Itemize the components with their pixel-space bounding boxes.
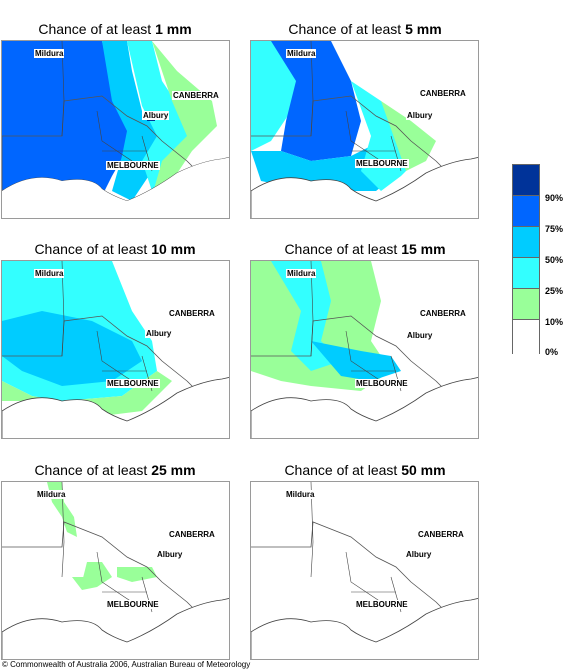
- legend-swatch-25: [513, 258, 539, 289]
- legend-label-10: 10%: [545, 317, 564, 327]
- title-value: 1 mm: [155, 21, 192, 37]
- city-label-albury: Albury: [405, 550, 433, 559]
- legend-swatch-75: [513, 196, 539, 227]
- legend-swatch-90: [513, 165, 539, 196]
- city-label-melbourne: MELBOURNE: [106, 379, 160, 388]
- map-svg: [2, 482, 229, 659]
- map-panel-15mm: Mildura CANBERRA Albury MELBOURNE: [250, 260, 479, 439]
- legend-swatch-10: [513, 289, 539, 320]
- legend-label-50: 50%: [545, 255, 564, 265]
- title-prefix: Chance of at least: [34, 462, 152, 478]
- map-panel-5mm: Mildura CANBERRA Albury MELBOURNE: [250, 40, 479, 219]
- legend-label-90: 90%: [545, 193, 564, 203]
- city-label-mildura: Mildura: [34, 49, 65, 58]
- copyright-footer: © Commonwealth of Australia 2006, Austra…: [2, 660, 251, 669]
- map-svg: [251, 41, 478, 218]
- legend-color-bar: [512, 164, 540, 355]
- map-svg: [2, 41, 229, 218]
- city-label-albury: Albury: [142, 111, 170, 120]
- city-label-mildura: Mildura: [36, 490, 67, 499]
- legend-label-25: 25%: [545, 286, 564, 296]
- legend-swatch-0: [513, 320, 539, 355]
- panel-title-50mm: Chance of at least 50 mm: [250, 462, 480, 478]
- legend-swatch-50: [513, 227, 539, 258]
- panel-title-1mm: Chance of at least 1 mm: [0, 21, 230, 37]
- legend-label-75: 75%: [545, 224, 564, 234]
- title-prefix: Chance of at least: [288, 21, 406, 37]
- title-prefix: Chance of at least: [38, 21, 156, 37]
- title-value: 15 mm: [401, 241, 446, 257]
- map-panel-25mm: Mildura CANBERRA Albury MELBOURNE: [1, 481, 230, 660]
- title-value: 10 mm: [151, 241, 196, 257]
- city-label-albury: Albury: [406, 331, 434, 340]
- panel-title-5mm: Chance of at least 5 mm: [250, 21, 480, 37]
- panel-title-25mm: Chance of at least 25 mm: [0, 462, 230, 478]
- panel-title-10mm: Chance of at least 10 mm: [0, 241, 230, 257]
- city-label-melbourne: MELBOURNE: [355, 379, 409, 388]
- city-label-canberra: CANBERRA: [172, 91, 220, 100]
- map-svg: [251, 261, 478, 438]
- city-label-mildura: Mildura: [34, 269, 65, 278]
- city-label-canberra: CANBERRA: [168, 309, 216, 318]
- city-label-canberra: CANBERRA: [419, 309, 467, 318]
- map-svg: [251, 482, 478, 659]
- city-label-melbourne: MELBOURNE: [106, 161, 160, 170]
- city-label-mildura: Mildura: [286, 269, 317, 278]
- city-label-mildura: Mildura: [286, 49, 317, 58]
- title-value: 5 mm: [405, 21, 442, 37]
- title-prefix: Chance of at least: [34, 241, 152, 257]
- city-label-melbourne: MELBOURNE: [355, 159, 409, 168]
- city-label-albury: Albury: [156, 550, 184, 559]
- legend-label-0: 0%: [545, 347, 559, 357]
- city-label-canberra: CANBERRA: [419, 89, 467, 98]
- title-prefix: Chance of at least: [284, 241, 402, 257]
- map-svg: [2, 261, 229, 438]
- title-value: 25 mm: [151, 462, 196, 478]
- city-label-melbourne: MELBOURNE: [355, 600, 409, 609]
- title-prefix: Chance of at least: [284, 462, 402, 478]
- title-value: 50 mm: [401, 462, 446, 478]
- panel-title-15mm: Chance of at least 15 mm: [250, 241, 480, 257]
- city-label-mildura: Mildura: [285, 490, 316, 499]
- map-panel-1mm: Mildura CANBERRA Albury MELBOURNE: [1, 40, 230, 219]
- city-label-melbourne: MELBOURNE: [106, 600, 160, 609]
- map-panel-10mm: Mildura CANBERRA Albury MELBOURNE: [1, 260, 230, 439]
- city-label-albury: Albury: [406, 111, 434, 120]
- map-panel-50mm: Mildura CANBERRA Albury MELBOURNE: [250, 481, 479, 660]
- city-label-canberra: CANBERRA: [168, 530, 216, 539]
- city-label-albury: Albury: [145, 329, 173, 338]
- city-label-canberra: CANBERRA: [417, 530, 465, 539]
